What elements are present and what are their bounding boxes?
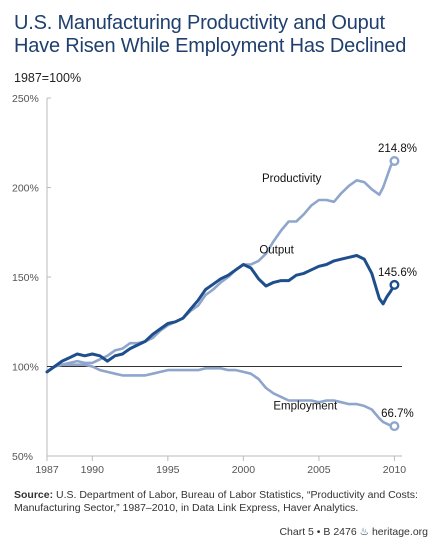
- end-point-output: [389, 279, 400, 290]
- y-tick-label: 150%: [12, 272, 39, 284]
- y-tick-label: 100%: [12, 362, 39, 374]
- x-tick-label: 2000: [232, 464, 256, 476]
- series-label-employment: Employment: [273, 400, 338, 412]
- source-note: Source: U.S. Department of Labor, Bureau…: [14, 489, 430, 515]
- series-label-output: Output: [259, 245, 294, 257]
- end-label-output: 145.6%: [378, 267, 417, 279]
- source-text: U.S. Department of Labor, Bureau of Labo…: [14, 489, 418, 514]
- x-tick-label: 2010: [383, 464, 407, 476]
- end-label-employment: 66.7%: [381, 408, 414, 420]
- x-tick-label: 2005: [307, 464, 331, 476]
- end-label-productivity: 214.8%: [378, 143, 417, 155]
- chart-id: Chart 5 • B 2476: [279, 526, 357, 538]
- chart-title: U.S. Manufacturing Productivity and Oupu…: [14, 12, 434, 58]
- y-tick-label: 250%: [12, 93, 39, 105]
- footer: Chart 5 • B 2476 ♨ heritage.org: [279, 526, 428, 538]
- chart-labels: 214.8% 66.7% 145.6% Productivity Output Emplo…: [259, 143, 417, 420]
- series-label-productivity: Productivity: [262, 173, 322, 185]
- x-tick-label: 1995: [156, 464, 180, 476]
- end-point-productivity: [389, 156, 400, 167]
- unit-label: 1987=100%: [14, 71, 82, 85]
- end-point-employment: [389, 421, 400, 432]
- series-line-employment: [45, 363, 396, 428]
- chart-title-line2: Have Risen While Employment Has Declined: [14, 35, 407, 57]
- y-tick-label: 50%: [12, 451, 33, 463]
- series-line-productivity: [45, 159, 396, 374]
- line-chart: 50% 100% 150% 200% 250% 1987 1990 1995 2000 2005 2…: [12, 93, 417, 476]
- source-label: Source:: [14, 489, 54, 501]
- site-link[interactable]: heritage.org: [371, 526, 428, 538]
- bell-icon: ♨: [359, 526, 370, 538]
- y-tick-label: 200%: [12, 183, 39, 195]
- chart-title-line1: U.S. Manufacturing Productivity and Oupu…: [14, 12, 385, 34]
- chart-axes: 50% 100% 150% 200% 250% 1987 1990 1995 2000 2005 2…: [12, 93, 406, 476]
- chart-series: [45, 156, 400, 432]
- x-tick-label: 1987: [35, 464, 59, 476]
- x-tick-label: 1990: [81, 464, 105, 476]
- series-line-output: [45, 254, 396, 374]
